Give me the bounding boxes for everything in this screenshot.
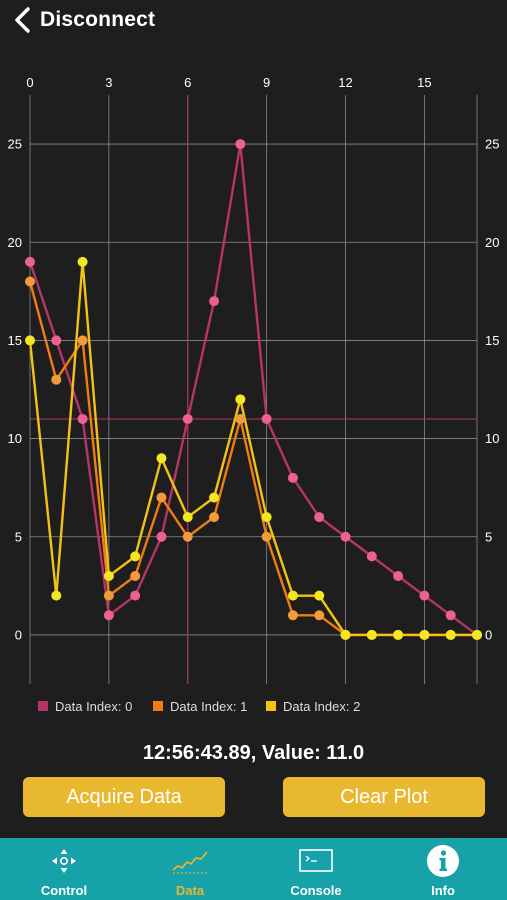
data-point-series-1: [314, 610, 325, 621]
data-point-series-2: [393, 629, 404, 640]
data-point-series-2: [445, 629, 456, 640]
data-point-series-0: [156, 531, 167, 542]
disconnect-button[interactable]: Disconnect: [12, 6, 155, 34]
series-line-0: [28, 142, 478, 636]
tab-console[interactable]: Console: [253, 838, 379, 900]
tab-label-data: Data: [175, 883, 205, 898]
legend-label-0: Data Index: 0: [55, 699, 132, 714]
y-tick-label-left: 10: [8, 431, 22, 446]
legend-label-1: Data Index: 1: [170, 699, 247, 714]
data-point-series-0: [51, 335, 62, 346]
data-point-series-0: [445, 610, 456, 621]
data-point-series-1: [287, 610, 298, 621]
data-point-series-0: [287, 472, 298, 483]
tab-label-control: Control: [40, 883, 88, 898]
tab-label-console: Console: [290, 883, 342, 898]
x-tick-label: 3: [105, 75, 112, 90]
data-point-series-2: [366, 629, 377, 640]
acquire-data-button[interactable]: Acquire Data: [23, 777, 225, 817]
y-tick-label-right: 5: [485, 529, 492, 544]
data-point-series-2: [51, 590, 62, 601]
tab-data[interactable]: Data: [127, 838, 253, 900]
data-point-series-1: [261, 531, 272, 542]
data-point-series-0: [261, 413, 272, 424]
y-tick-label-right: 10: [485, 431, 499, 446]
y-tick-label-right: 20: [485, 235, 499, 250]
data-point-series-2: [103, 571, 114, 582]
data-point-series-1: [130, 571, 141, 582]
data-point-series-0: [314, 512, 325, 523]
data-point-series-0: [182, 413, 193, 424]
data-point-series-0: [130, 590, 141, 601]
y-tick-label-left: 20: [8, 235, 22, 250]
data-point-series-0: [393, 571, 404, 582]
y-tick-label-right: 0: [485, 627, 492, 642]
data-point-series-2: [419, 629, 430, 640]
data-point-series-1: [103, 590, 114, 601]
disconnect-label: Disconnect: [40, 8, 156, 31]
legend-swatch-1: [153, 701, 163, 711]
data-point-series-1: [156, 492, 167, 503]
legend-label-2: Data Index: 2: [283, 699, 360, 714]
clear-plot-button[interactable]: Clear Plot: [283, 777, 485, 817]
data-point-series-2: [77, 256, 88, 267]
y-tick-label-left: 15: [8, 333, 22, 348]
data-point-series-1: [235, 413, 246, 424]
data-point-series-0: [103, 610, 114, 621]
data-point-series-2: [130, 551, 141, 562]
x-tick-label: 0: [26, 75, 33, 90]
data-point-series-0: [25, 256, 35, 267]
data-point-series-0: [340, 531, 351, 542]
data-point-series-2: [25, 335, 35, 346]
data-point-series-0: [366, 551, 377, 562]
data-point-series-1: [182, 531, 193, 542]
data-point-series-0: [235, 139, 246, 150]
data-point-series-2: [472, 629, 482, 640]
data-point-series-2: [235, 394, 246, 405]
data-point-series-0: [419, 590, 430, 601]
y-tick-label-right: 25: [485, 137, 499, 152]
tab-control[interactable]: Control: [1, 838, 127, 900]
chart-icon: [172, 851, 208, 874]
x-tick-label: 6: [184, 75, 191, 90]
x-tick-label: 9: [263, 75, 270, 90]
data-point-series-1: [51, 374, 62, 385]
data-point-series-2: [287, 590, 298, 601]
data-point-series-0: [77, 413, 88, 424]
tab-info[interactable]: Info: [380, 838, 506, 900]
x-tick-label: 12: [338, 75, 352, 90]
data-point-series-2: [261, 512, 272, 523]
y-tick-label-left: 25: [8, 137, 22, 152]
dpad-icon: [52, 849, 76, 873]
tab-bar: Control Data Console Info: [0, 838, 507, 900]
nav-header: Disconnect: [0, 0, 507, 40]
y-tick-label-left: 5: [15, 529, 22, 544]
y-tick-label-left: 0: [15, 627, 22, 642]
data-point-series-2: [340, 629, 351, 640]
data-point-series-2: [182, 512, 193, 523]
chevron-left-icon: [15, 7, 30, 33]
series-line-2: [28, 260, 477, 637]
data-point-series-1: [77, 335, 88, 346]
terminal-icon: [299, 849, 333, 872]
legend-swatch-0: [38, 701, 48, 711]
data-point-series-1: [25, 276, 35, 287]
data-point-series-0: [209, 296, 220, 307]
data-point-series-1: [209, 512, 220, 523]
tab-label-info: Info: [431, 883, 455, 898]
data-point-series-2: [314, 590, 325, 601]
data-chart[interactable]: 0 3 6 9 12 15 0 0 5 5 10 10 15 15 20 20 25 25 Data Index: …: [0, 70, 507, 730]
legend-swatch-2: [266, 701, 276, 711]
x-tick-label: 15: [417, 75, 431, 90]
value-readout: 12:56:43.89, Value: 11.0: [142, 742, 365, 764]
info-icon: [427, 845, 459, 877]
y-tick-label-right: 15: [485, 333, 499, 348]
data-point-series-2: [156, 453, 167, 464]
data-point-series-2: [209, 492, 220, 503]
